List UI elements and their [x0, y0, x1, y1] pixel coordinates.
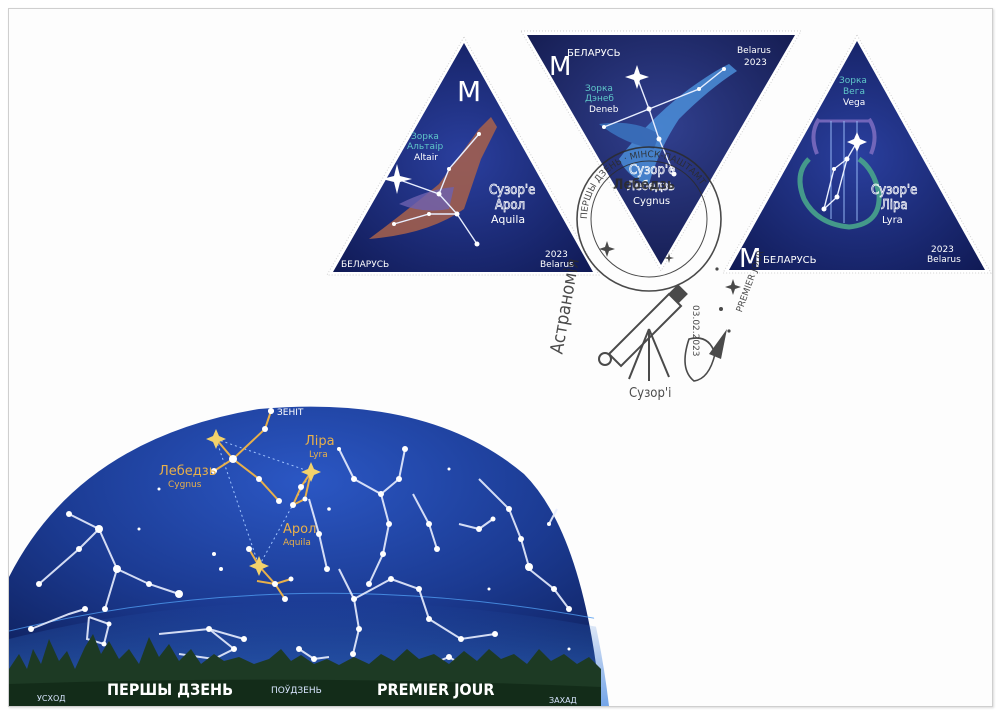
postmark-date: 03.02.2023 — [690, 305, 700, 357]
telescope-icon — [598, 284, 716, 382]
postmark-center-text: Лебедзь — [613, 177, 675, 193]
stamp-cygnus-year: 2023 — [744, 58, 767, 68]
east-label: УСХОД — [37, 694, 66, 703]
stamp-lyra-constellation-2: Ліра — [881, 198, 908, 213]
stamp-cygnus-value: M — [549, 52, 571, 82]
stamp-lyra-value: M — [739, 244, 761, 274]
stamp-lyra: Зорка Вега Vega Сузор'е Ліра Lyra M БЕЛА… — [722, 33, 992, 274]
aquila-latin-label: Aquila — [283, 538, 311, 548]
altair-star — [382, 164, 412, 194]
stamp-cygnus-constellation-2: Лебедзь — [627, 179, 675, 193]
stamp-cygnus-star-be-1: Зорка — [585, 84, 613, 94]
stamp-aquila: M Зорка Альтаір Altair Сузор'е Арол Aqui… — [326, 35, 600, 276]
stamp-aquila-star-be-1: Зорка — [411, 132, 439, 142]
postmark-stars — [599, 241, 741, 359]
cygnus-latin-label: Cygnus — [168, 480, 202, 490]
stamp-cygnus-constellation-latin: Cygnus — [633, 196, 670, 207]
stamp-lyra-constellation-1: Сузор'е — [871, 183, 917, 198]
highlight-stars — [206, 429, 321, 576]
postmark-bottom-text: Сузор'і — [629, 386, 671, 401]
stamp-aquila-constellation-2: Арол — [495, 198, 525, 213]
lyre-icon — [797, 117, 882, 230]
stamp-aquila-constellation-1: Сузор'е — [489, 183, 535, 198]
stamp-aquila-country: БЕЛАРУСЬ — [341, 260, 389, 270]
cygnus-label: Лебедзь — [159, 464, 216, 479]
lyra-latin-label: Lyra — [309, 450, 328, 460]
cygnus-lines — [213, 410, 280, 502]
stamp-lyra-year: 2023 — [931, 245, 954, 255]
envelope-cover: ЗЕНІТ Лебедзь Cygnus Ліра Lyra Арол Aqui… — [8, 8, 993, 707]
stamp-lyra-star-be-1: Зорка — [839, 76, 867, 86]
south-label: ПОЎДЗЕНЬ — [271, 684, 322, 696]
stamp-aquila-country-latin: Belarus — [540, 260, 574, 270]
stamp-aquila-constellation-latin: Aquila — [491, 213, 525, 226]
stamp-aquila-star-latin: Altair — [414, 153, 438, 163]
stamp-lyra-country: БЕЛАРУСЬ — [763, 255, 817, 266]
zenith-label: ЗЕНІТ — [277, 408, 304, 418]
deneb-star — [625, 65, 649, 89]
summer-triangle — [215, 438, 312, 567]
stamp-cygnus-star-be-2: Дэнеб — [585, 94, 614, 104]
stamp-lyra-star-latin: Vega — [843, 98, 865, 108]
swan-icon — [599, 64, 737, 184]
vega-star — [847, 132, 867, 152]
cover-artwork: ЗЕНІТ Лебедзь Cygnus Ліра Lyra Арол Aqui… — [9, 30, 992, 706]
stamp-cygnus: M БЕЛАРУСЬ Зорка Дэнеб Deneb Belarus 202… — [520, 30, 802, 272]
stamp-cygnus-country-latin: Belarus — [737, 46, 771, 56]
stamp-lyra-country-latin: Belarus — [927, 255, 961, 265]
stamp-cygnus-star-latin: Deneb — [589, 105, 619, 115]
stamp-aquila-value: M — [457, 75, 481, 108]
sky-map: ЗЕНІТ Лебедзь Cygnus Ліра Lyra Арол Aqui… — [9, 406, 609, 706]
stamp-lyra-constellation-latin: Lyra — [882, 215, 903, 226]
aquila-label: Арол — [283, 522, 316, 537]
first-day-be-label: ПЕРШЫ ДЗЕНЬ — [107, 680, 233, 699]
stamp-aquila-star-be-2: Альтаір — [407, 142, 443, 152]
stamp-lyra-star-be-2: Вега — [843, 87, 865, 97]
lyra-label: Ліра — [305, 434, 335, 449]
postmark: ПЕРШЫ ДЗЕНЬ · МІНСК-ПАШТАМТ Лебедзь Астр… — [546, 146, 767, 401]
stamp-cygnus-country: БЕЛАРУСЬ — [567, 48, 621, 59]
stamp-aquila-year: 2023 — [545, 250, 568, 260]
west-label: ЗАХАД — [549, 696, 577, 705]
stamp-cygnus-constellation-1: Сузор'е — [629, 163, 675, 178]
first-day-fr-label: PREMIER JOUR — [377, 680, 494, 699]
